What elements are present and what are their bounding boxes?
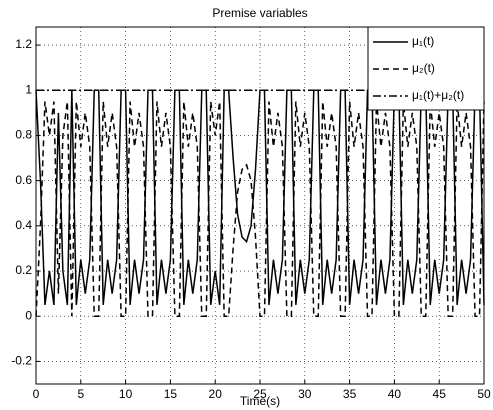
- x-tick-label: 5: [77, 387, 84, 401]
- y-tick-label: 0.8: [15, 128, 32, 142]
- legend-label: μ₁(t): [412, 34, 434, 48]
- y-tick-label: 0.6: [15, 173, 32, 187]
- y-tick-label: 0: [25, 308, 32, 322]
- x-tick-label: 50: [477, 387, 491, 401]
- x-tick-label: 40: [388, 387, 402, 401]
- y-tick-label: 0.4: [15, 218, 32, 232]
- x-tick-label: 10: [119, 387, 133, 401]
- y-tick-label: -0.2: [11, 354, 32, 368]
- x-tick-label: 35: [343, 387, 357, 401]
- series-line: [35, 101, 485, 317]
- y-tick-label: 1.2: [15, 37, 32, 51]
- y-tick-label: 1: [25, 82, 32, 96]
- x-tick-label: 30: [298, 387, 312, 401]
- x-tick-label: 45: [433, 387, 447, 401]
- legend-label: μ₂(t): [412, 61, 435, 75]
- x-tick-label: 20: [209, 387, 223, 401]
- x-tick-label: 0: [33, 387, 40, 401]
- y-tick-label: 0.2: [15, 263, 32, 277]
- x-axis-label: Time(s): [240, 394, 280, 408]
- chart-title: Premise variables: [212, 6, 307, 20]
- plot-frame: [35, 26, 485, 385]
- x-tick-label: 15: [164, 387, 178, 401]
- legend-label: μ₁(t)+μ₂(t): [412, 88, 464, 102]
- x-tick-label: 25: [253, 387, 267, 401]
